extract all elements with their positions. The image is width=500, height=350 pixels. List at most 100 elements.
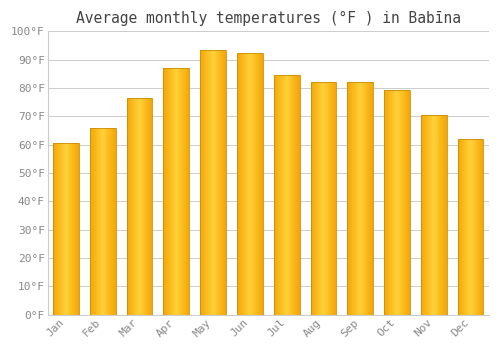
Bar bbox=[464, 139, 465, 315]
Bar bbox=[316, 83, 317, 315]
Bar bbox=[478, 139, 480, 315]
Bar bbox=[141, 98, 142, 315]
Bar bbox=[173, 68, 174, 315]
Bar bbox=[355, 83, 356, 315]
Bar bbox=[60, 144, 61, 315]
Bar bbox=[181, 68, 182, 315]
Bar bbox=[459, 139, 460, 315]
Bar bbox=[293, 75, 294, 315]
Bar bbox=[294, 75, 295, 315]
Bar bbox=[205, 50, 206, 315]
Bar bbox=[100, 128, 102, 315]
Bar bbox=[174, 68, 175, 315]
Bar bbox=[428, 115, 429, 315]
Bar bbox=[209, 50, 210, 315]
Bar bbox=[256, 53, 257, 315]
Bar bbox=[208, 50, 209, 315]
Bar bbox=[408, 90, 409, 315]
Bar bbox=[332, 83, 333, 315]
Bar bbox=[473, 139, 474, 315]
Bar bbox=[278, 75, 279, 315]
Bar bbox=[312, 83, 313, 315]
Bar bbox=[131, 98, 132, 315]
Bar bbox=[434, 115, 435, 315]
Bar bbox=[94, 128, 95, 315]
Bar bbox=[258, 53, 259, 315]
Bar bbox=[53, 144, 54, 315]
Bar bbox=[329, 83, 330, 315]
Bar bbox=[237, 53, 238, 315]
Bar bbox=[66, 144, 67, 315]
Bar bbox=[139, 98, 140, 315]
Bar bbox=[175, 68, 176, 315]
Bar bbox=[310, 83, 311, 315]
Bar bbox=[246, 53, 247, 315]
Bar bbox=[129, 98, 130, 315]
Bar bbox=[399, 90, 400, 315]
Bar bbox=[216, 50, 217, 315]
Bar bbox=[422, 115, 423, 315]
Bar bbox=[130, 98, 131, 315]
Bar bbox=[331, 83, 332, 315]
Bar bbox=[215, 50, 216, 315]
Bar bbox=[223, 50, 224, 315]
Bar bbox=[296, 75, 297, 315]
Bar bbox=[188, 68, 189, 315]
Bar bbox=[409, 90, 410, 315]
Bar bbox=[439, 115, 440, 315]
Bar bbox=[425, 115, 426, 315]
Bar bbox=[432, 115, 433, 315]
Bar bbox=[166, 68, 167, 315]
Bar bbox=[137, 98, 138, 315]
Bar bbox=[77, 144, 78, 315]
Bar bbox=[368, 83, 369, 315]
Bar bbox=[320, 83, 321, 315]
Bar bbox=[244, 53, 245, 315]
Bar bbox=[255, 53, 256, 315]
Bar bbox=[218, 50, 219, 315]
Bar bbox=[392, 90, 393, 315]
Bar bbox=[348, 83, 373, 315]
Bar bbox=[469, 139, 470, 315]
Bar bbox=[435, 115, 436, 315]
Bar bbox=[326, 83, 327, 315]
Bar bbox=[319, 83, 320, 315]
Bar bbox=[403, 90, 404, 315]
Bar bbox=[249, 53, 250, 315]
Bar bbox=[358, 83, 359, 315]
Bar bbox=[240, 53, 241, 315]
Bar bbox=[405, 90, 406, 315]
Bar bbox=[147, 98, 148, 315]
Bar bbox=[74, 144, 75, 315]
Bar bbox=[384, 90, 385, 315]
Bar bbox=[71, 144, 72, 315]
Bar bbox=[259, 53, 260, 315]
Bar bbox=[289, 75, 290, 315]
Bar bbox=[73, 144, 74, 315]
Bar bbox=[297, 75, 298, 315]
Bar bbox=[468, 139, 469, 315]
Bar bbox=[365, 83, 366, 315]
Bar bbox=[353, 83, 354, 315]
Bar bbox=[282, 75, 283, 315]
Bar bbox=[322, 83, 323, 315]
Bar bbox=[276, 75, 277, 315]
Bar bbox=[58, 144, 59, 315]
Bar bbox=[458, 139, 483, 315]
Bar bbox=[286, 75, 287, 315]
Bar bbox=[170, 68, 171, 315]
Bar bbox=[224, 50, 225, 315]
Bar bbox=[285, 75, 286, 315]
Bar bbox=[146, 98, 147, 315]
Bar bbox=[115, 128, 116, 315]
Bar bbox=[242, 53, 243, 315]
Bar bbox=[471, 139, 472, 315]
Bar bbox=[324, 83, 325, 315]
Bar bbox=[136, 98, 137, 315]
Bar bbox=[427, 115, 428, 315]
Bar bbox=[354, 83, 355, 315]
Bar bbox=[350, 83, 351, 315]
Bar bbox=[253, 53, 254, 315]
Bar bbox=[328, 83, 329, 315]
Bar bbox=[257, 53, 258, 315]
